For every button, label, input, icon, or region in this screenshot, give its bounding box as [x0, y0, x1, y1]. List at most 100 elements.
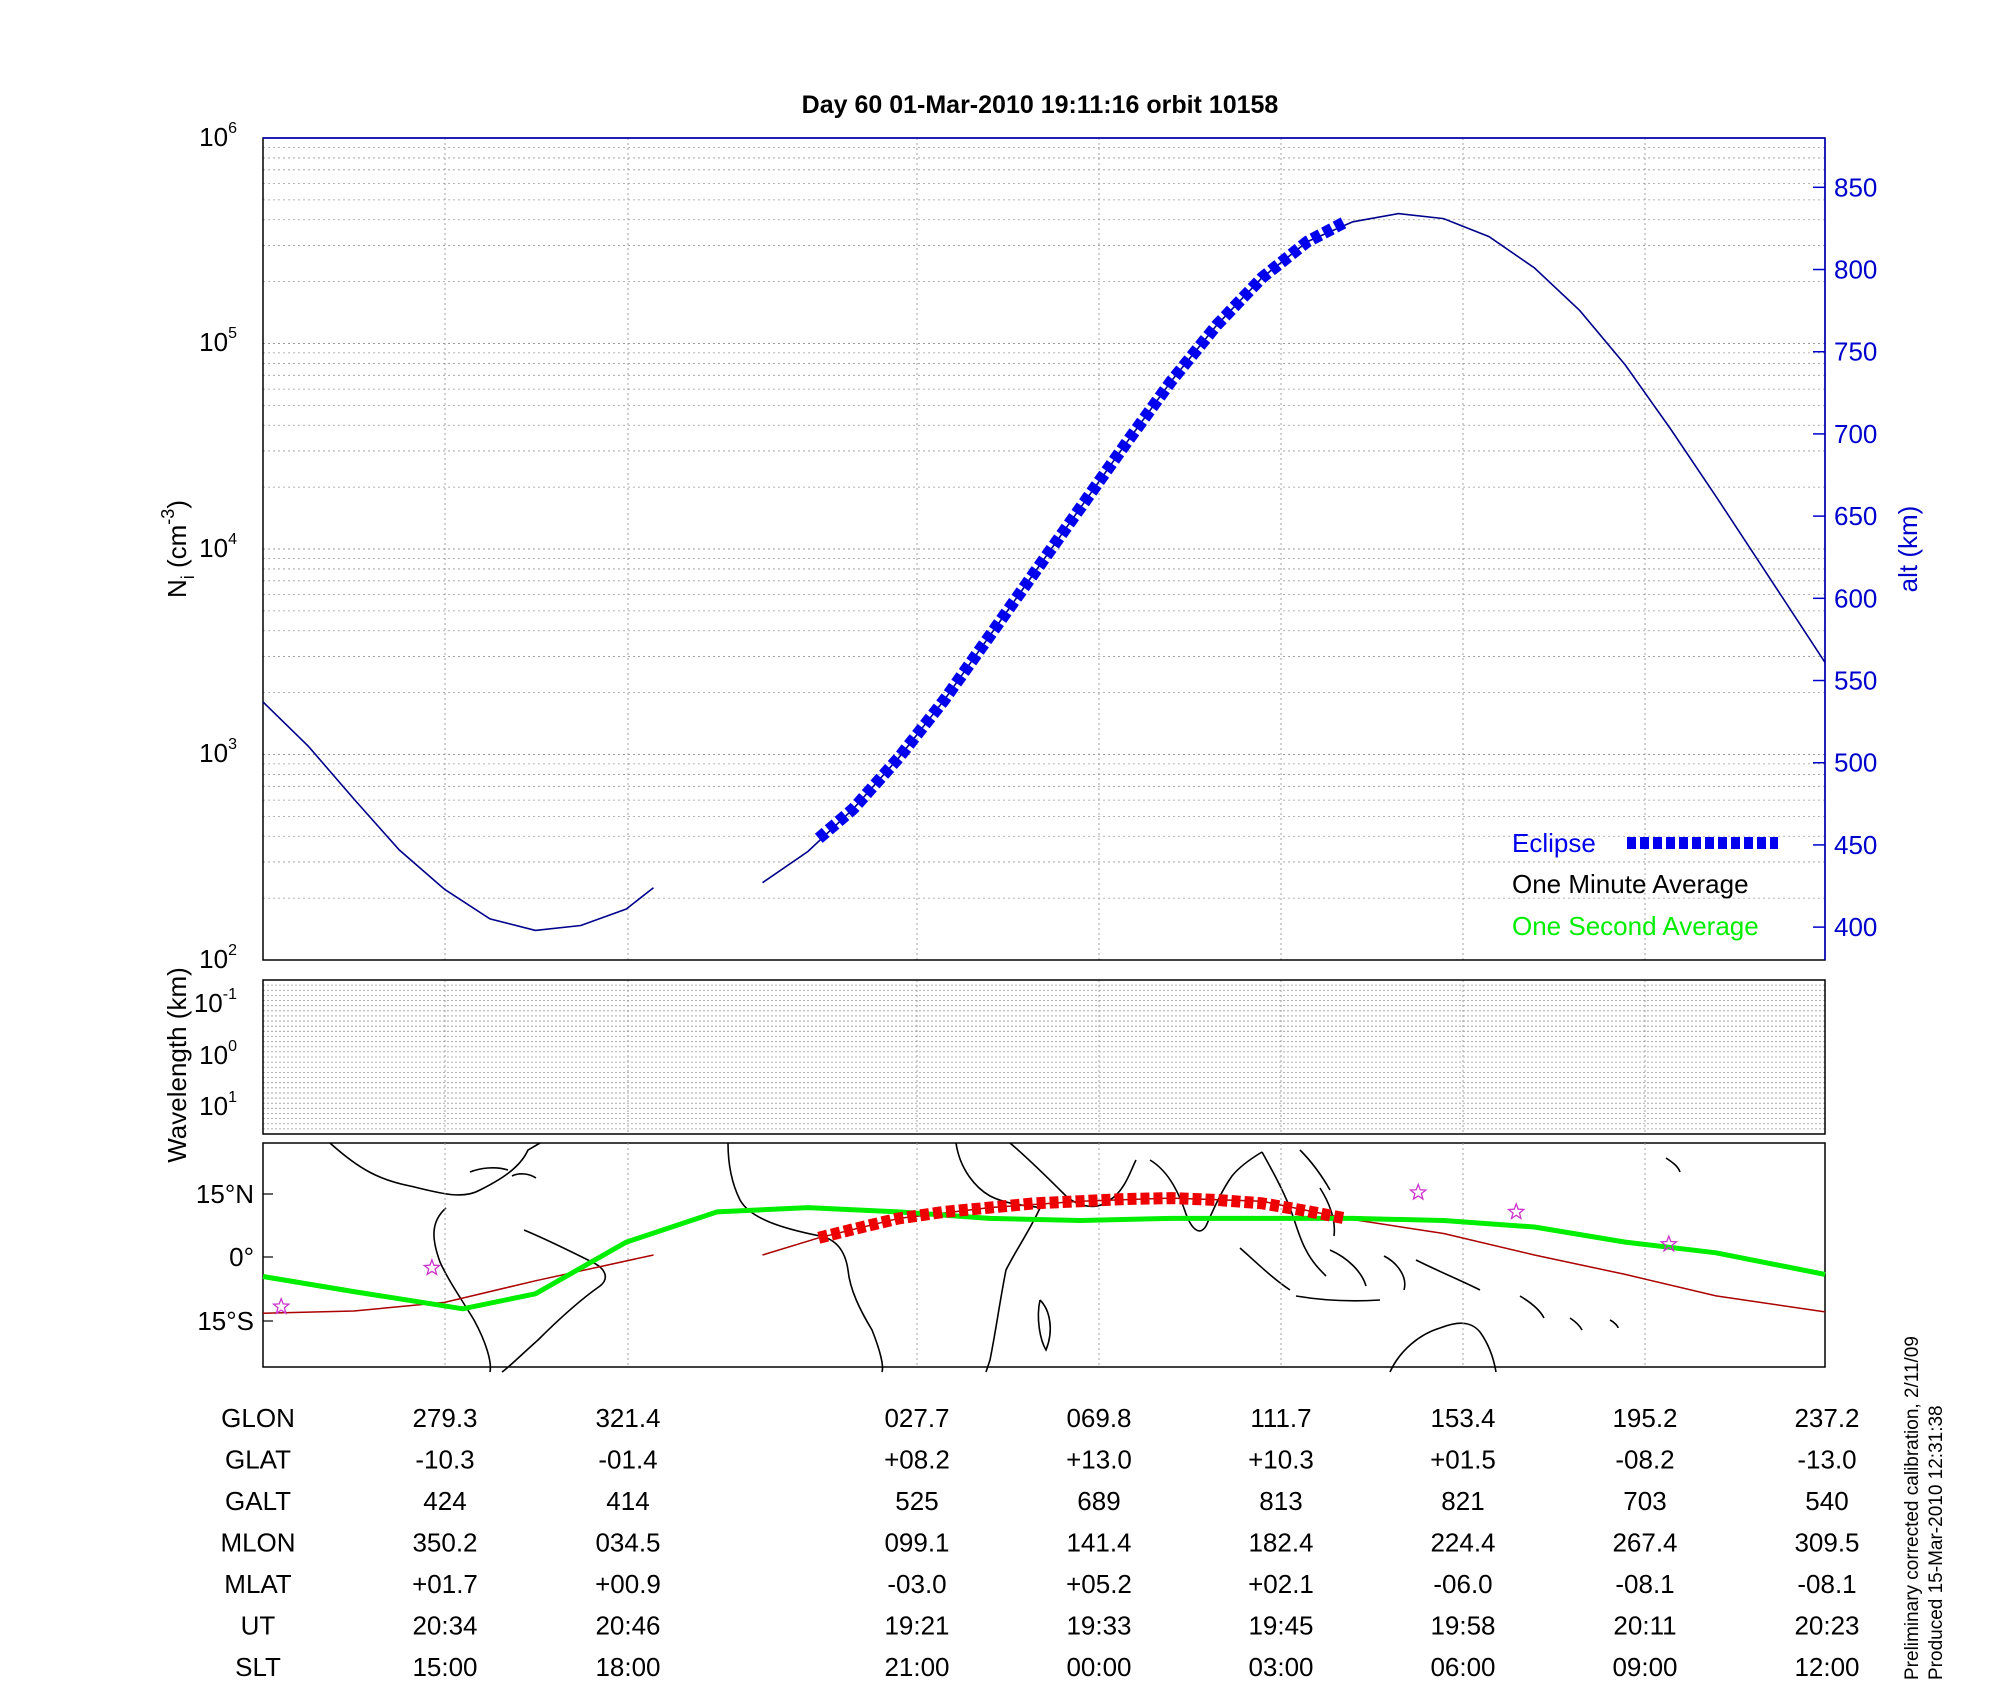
altitude-tick-label: 450	[1834, 830, 1877, 860]
ephemeris-cell: 09:00	[1612, 1652, 1677, 1682]
altitude-tick-label: 650	[1834, 501, 1877, 531]
wavelength-y-tick-label: 100	[199, 1038, 237, 1070]
produced-note: Produced 15-Mar-2010 12:31:38	[1926, 1405, 1947, 1680]
coastline-outlines	[329, 1142, 1681, 1373]
density-y-tick-labels: 102 103 104 105 106	[199, 120, 237, 974]
ephemeris-cell: 099.1	[884, 1528, 949, 1558]
ephemeris-cell: +01.7	[412, 1569, 478, 1599]
ephemeris-cell: 19:33	[1066, 1611, 1131, 1641]
ephemeris-cell: 19:58	[1430, 1611, 1495, 1641]
ephemeris-row-label: GLON	[221, 1403, 295, 1433]
ephemeris-cell: 414	[606, 1486, 649, 1516]
wavelength-y-tick-label: 101	[199, 1089, 237, 1121]
ephemeris-cell: 689	[1077, 1486, 1120, 1516]
ephemeris-cell: -08.1	[1615, 1569, 1674, 1599]
ephemeris-cell: 00:00	[1066, 1652, 1131, 1682]
ephemeris-cell: 027.7	[884, 1403, 949, 1433]
track-star-marker	[1659, 1234, 1679, 1253]
coastline-india	[1149, 1151, 1263, 1232]
coastline-indonesia	[1239, 1187, 1481, 1302]
altitude-tick-label: 700	[1834, 419, 1877, 449]
ephemeris-cell: 20:23	[1794, 1611, 1859, 1641]
track-star-marker	[1506, 1202, 1526, 1220]
ephemeris-cell: 350.2	[412, 1528, 477, 1558]
map-tracks	[262, 1182, 1826, 1315]
altitude-tick-label: 500	[1834, 748, 1877, 778]
ephemeris-cell: 069.8	[1066, 1403, 1131, 1433]
ephemeris-cell: 525	[895, 1486, 938, 1516]
coastline-arabia	[1009, 1142, 1137, 1208]
density-panel: 102 103 104 105 106 Ni (cm-3) 400 450 500 5…	[158, 120, 1923, 974]
ephemeris-cell: -08.2	[1615, 1445, 1674, 1475]
orbit-ephemeris-table: GLON 279.3 321.4 027.7 069.8 111.7 153.4 195.2 2…	[220, 1403, 1859, 1682]
altitude-line-segment	[762, 212, 1826, 884]
coastline-africa	[727, 1142, 1042, 1373]
ephemeris-cell: 20:11	[1613, 1611, 1676, 1641]
ephemeris-row-label: SLT	[235, 1652, 281, 1682]
map-lat-label-15n: 15°N	[196, 1179, 254, 1209]
ephemeris-cell: +00.9	[595, 1569, 661, 1599]
ephemeris-cell: 224.4	[1430, 1528, 1495, 1558]
ephemeris-cell: 141.4	[1066, 1528, 1131, 1558]
ephemeris-cell: 034.5	[595, 1528, 660, 1558]
map-lat-label-0: 0°	[229, 1242, 254, 1272]
ephemeris-cell: 153.4	[1430, 1403, 1495, 1433]
figure-title: Day 60 01-Mar-2010 19:11:16 orbit 10158	[802, 91, 1279, 119]
track-star-marker	[1408, 1182, 1428, 1201]
ephemeris-cell: 703	[1623, 1486, 1666, 1516]
ephemeris-cell: 267.4	[1612, 1528, 1677, 1558]
track-star-marker	[271, 1296, 291, 1315]
altitude-tick-label: 850	[1834, 172, 1877, 202]
map-lat-label-15s: 15°S	[197, 1306, 254, 1336]
eclipse-series	[814, 216, 1349, 843]
ephemeris-cell: +02.1	[1248, 1569, 1314, 1599]
ephemeris-cell: 111.7	[1250, 1403, 1311, 1433]
altitude-axis-label: alt (km)	[1893, 506, 1923, 593]
altitude-tick-label: 800	[1834, 255, 1877, 285]
ephemeris-cell: -01.4	[598, 1445, 657, 1475]
coastline-australia	[1389, 1322, 1497, 1373]
ephemeris-cell: 309.5	[1794, 1528, 1859, 1558]
ephemeris-cell: 19:45	[1248, 1611, 1313, 1641]
ephemeris-cell: 237.2	[1794, 1403, 1859, 1433]
density-y-tick-label: 102	[199, 942, 237, 974]
wavelength-plot-frame	[262, 979, 1826, 1135]
ephemeris-cell: +10.3	[1248, 1445, 1314, 1475]
ephemeris-cell: 821	[1441, 1486, 1484, 1516]
coastline-madagascar	[1037, 1299, 1052, 1352]
coastline-pacific-islands	[1519, 1157, 1681, 1331]
ephemeris-cell: 20:46	[595, 1611, 660, 1641]
wavelength-y-axis-label: Wavelength (km)	[162, 967, 192, 1163]
ephemeris-cell: -10.3	[415, 1445, 474, 1475]
ephemeris-row-label: GALT	[225, 1486, 291, 1516]
ephemeris-cell: 15:00	[412, 1652, 477, 1682]
density-y-tick-label: 106	[199, 120, 237, 152]
legend-one-second-label: One Second Average	[1512, 911, 1759, 941]
altitude-tick-label: 550	[1834, 666, 1877, 696]
ephemeris-cell: -03.0	[887, 1569, 946, 1599]
map-frame	[262, 1142, 1826, 1368]
coastline-southeast-asia	[1261, 1149, 1331, 1277]
ephemeris-cell: -06.0	[1433, 1569, 1492, 1599]
ephemeris-cell: +01.5	[1430, 1445, 1496, 1475]
eclipse-track-line	[817, 1192, 1347, 1244]
legend: Eclipse One Minute Average One Second Av…	[1512, 828, 1778, 941]
eclipse-line	[814, 216, 1349, 843]
ephemeris-row-label: GLAT	[225, 1445, 291, 1475]
ephemeris-cell: 279.3	[412, 1403, 477, 1433]
one-second-average-line	[262, 1205, 1826, 1312]
ephemeris-cell: +08.2	[884, 1445, 950, 1475]
ephemeris-cell: 424	[423, 1486, 466, 1516]
altitude-tick-label: 400	[1834, 912, 1877, 942]
ephemeris-cell: 321.4	[595, 1403, 660, 1433]
ephemeris-cell: 03:00	[1248, 1652, 1313, 1682]
ephemeris-row-label: MLAT	[224, 1569, 292, 1599]
ephemeris-cell: 195.2	[1612, 1403, 1677, 1433]
ephemeris-cell: 21:00	[884, 1652, 949, 1682]
ephemeris-cell: 19:21	[884, 1611, 949, 1641]
ephemeris-row-label: MLON	[220, 1528, 295, 1558]
wavelength-panel: 10-1 100 101 Wavelength (km)	[162, 967, 1826, 1163]
ephemeris-cell: +13.0	[1066, 1445, 1132, 1475]
density-gridlines	[263, 147, 1825, 899]
